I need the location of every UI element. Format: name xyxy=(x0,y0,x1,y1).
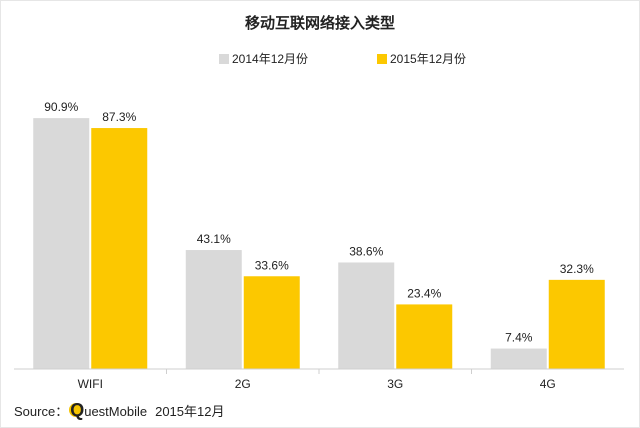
x-axis-ticks xyxy=(166,369,472,374)
bar-2g-series-0 xyxy=(185,250,242,369)
value-label-2g-series-1: 33.6% xyxy=(255,258,289,272)
legend: 2014年12月份 2015年12月份 xyxy=(219,52,466,66)
legend-label-2014: 2014年12月份 xyxy=(232,52,308,66)
source-date: 2015年12月 xyxy=(155,404,225,419)
legend-swatch-2014 xyxy=(219,54,229,64)
bars-group xyxy=(33,118,605,369)
legend-swatch-2015 xyxy=(377,54,387,64)
bar-wifi-series-1 xyxy=(91,128,148,369)
bar-4g-series-0 xyxy=(490,348,547,369)
bar-wifi-series-0 xyxy=(33,118,90,369)
bar-4g-series-1 xyxy=(548,279,605,369)
x-tick-label-3g: 3G xyxy=(387,377,403,391)
x-tick-label-4g: 4G xyxy=(540,377,556,391)
x-tick-label-wifi: WIFI xyxy=(78,377,103,391)
value-label-4g-series-0: 7.4% xyxy=(505,331,533,345)
bar-2g-series-1 xyxy=(243,276,300,369)
value-labels-group: 90.9% 87.3% 43.1% 33.6% 38.6% 23.4% 7.4% 32.3% xyxy=(44,100,594,344)
bar-3g-series-0 xyxy=(338,262,395,369)
value-label-2g-series-0: 43.1% xyxy=(197,232,231,246)
value-label-wifi-series-1: 87.3% xyxy=(102,110,136,124)
value-label-4g-series-1: 32.3% xyxy=(560,262,594,276)
source-line: Source： Q uestMobile 2015年12月 xyxy=(14,400,224,421)
questmobile-logo-icon: Q xyxy=(69,400,85,420)
x-axis-tick-labels: WIFI 2G 3G 4G xyxy=(78,377,556,391)
value-label-3g-series-0: 38.6% xyxy=(349,244,383,258)
value-label-3g-series-1: 23.4% xyxy=(407,286,441,300)
source-label: Source： xyxy=(14,404,69,419)
bar-3g-series-1 xyxy=(396,304,453,369)
x-tick-label-2g: 2G xyxy=(235,377,251,391)
value-label-wifi-series-0: 90.9% xyxy=(44,100,78,114)
legend-label-2015: 2015年12月份 xyxy=(390,52,466,66)
chart-title: 移动互联网络接入类型 xyxy=(245,14,395,32)
source-brand: uestMobile xyxy=(84,404,148,419)
